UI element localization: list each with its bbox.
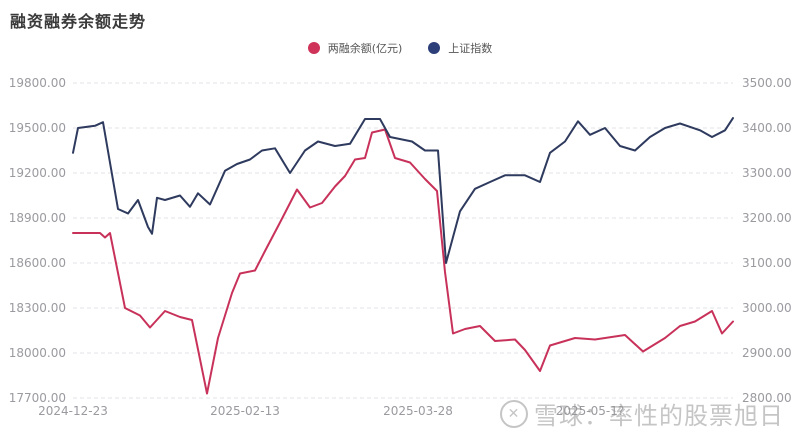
left-axis-tick: 19800.00: [9, 76, 66, 90]
left-axis-tick: 18000.00: [9, 346, 66, 360]
sse-index-line: [72, 117, 734, 264]
legend-item-sse-index[interactable]: 上证指数: [428, 40, 492, 56]
left-axis-tick: 19500.00: [9, 121, 66, 135]
margin-balance-line: [72, 128, 734, 395]
legend-item-margin-balance[interactable]: 两融余额(亿元): [307, 40, 403, 56]
right-y-axis: 3500.00 3400.00 3300.00 3200.00 3100.00 3000.…: [742, 76, 792, 405]
chart-legend: 两融余额(亿元) 上证指数: [0, 40, 800, 56]
left-y-axis: 19800.00 19500.00 19200.00 18900.00 18600.00…: [9, 76, 66, 405]
right-axis-tick: 3000.00: [742, 301, 792, 315]
right-axis-tick: 2800.00: [742, 391, 792, 405]
x-axis-tick: 2025-03-28: [383, 404, 453, 418]
right-axis-tick: 3300.00: [742, 166, 792, 180]
legend-dot-icon: [428, 42, 441, 54]
chart-title: 融资融券余额走势: [10, 12, 147, 31]
x-axis-tick: 2025-02-13: [210, 404, 280, 418]
left-axis-tick: 19200.00: [9, 166, 66, 180]
x-axis: 2024-12-23 2025-02-13 2025-03-28 2025-05-1?: [38, 404, 624, 418]
x-axis-tick: 2024-12-23: [38, 404, 108, 418]
legend-label: 上证指数: [448, 42, 493, 55]
right-axis-tick: 3500.00: [742, 76, 792, 90]
legend-dot-icon: [307, 42, 320, 54]
legend-label: 两融余额(亿元): [327, 42, 403, 55]
left-axis-tick: 17700.00: [9, 391, 66, 405]
right-axis-tick: 3200.00: [742, 211, 792, 225]
grid-lines: [73, 82, 733, 399]
right-axis-tick: 3400.00: [742, 121, 792, 135]
right-axis-tick: 2900.00: [742, 346, 792, 360]
right-axis-tick: 3100.00: [742, 256, 792, 270]
left-axis-tick: 18900.00: [9, 211, 66, 225]
left-axis-tick: 18600.00: [9, 256, 66, 270]
left-axis-tick: 18300.00: [9, 301, 66, 315]
x-axis-tick: 2025-05-1?: [556, 404, 624, 418]
